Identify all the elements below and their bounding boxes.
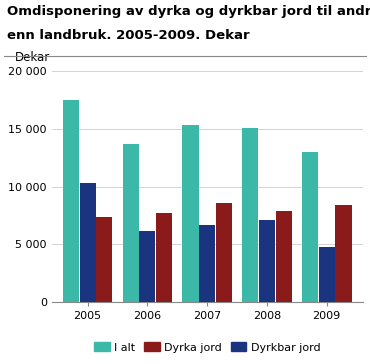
Bar — [96, 217, 112, 302]
Text: Omdisponering av dyrka og dyrkbar jord til andre formål: Omdisponering av dyrka og dyrkbar jord t… — [7, 4, 370, 18]
Bar — [336, 205, 352, 302]
Bar — [80, 182, 96, 302]
Bar — [276, 211, 292, 302]
Bar — [319, 247, 335, 302]
Bar — [63, 100, 79, 302]
Bar — [259, 220, 275, 302]
Bar — [122, 144, 139, 302]
Bar — [242, 128, 258, 302]
Bar — [216, 203, 232, 302]
Text: enn landbruk. 2005-2009. Dekar: enn landbruk. 2005-2009. Dekar — [7, 29, 250, 42]
Bar — [302, 152, 318, 302]
Bar — [139, 231, 155, 302]
Legend: I alt, Dyrka jord, Dyrkbar jord: I alt, Dyrka jord, Dyrkbar jord — [90, 338, 325, 357]
Bar — [182, 125, 199, 302]
Bar — [199, 225, 215, 302]
Text: Dekar: Dekar — [14, 51, 50, 64]
Bar — [156, 213, 172, 302]
